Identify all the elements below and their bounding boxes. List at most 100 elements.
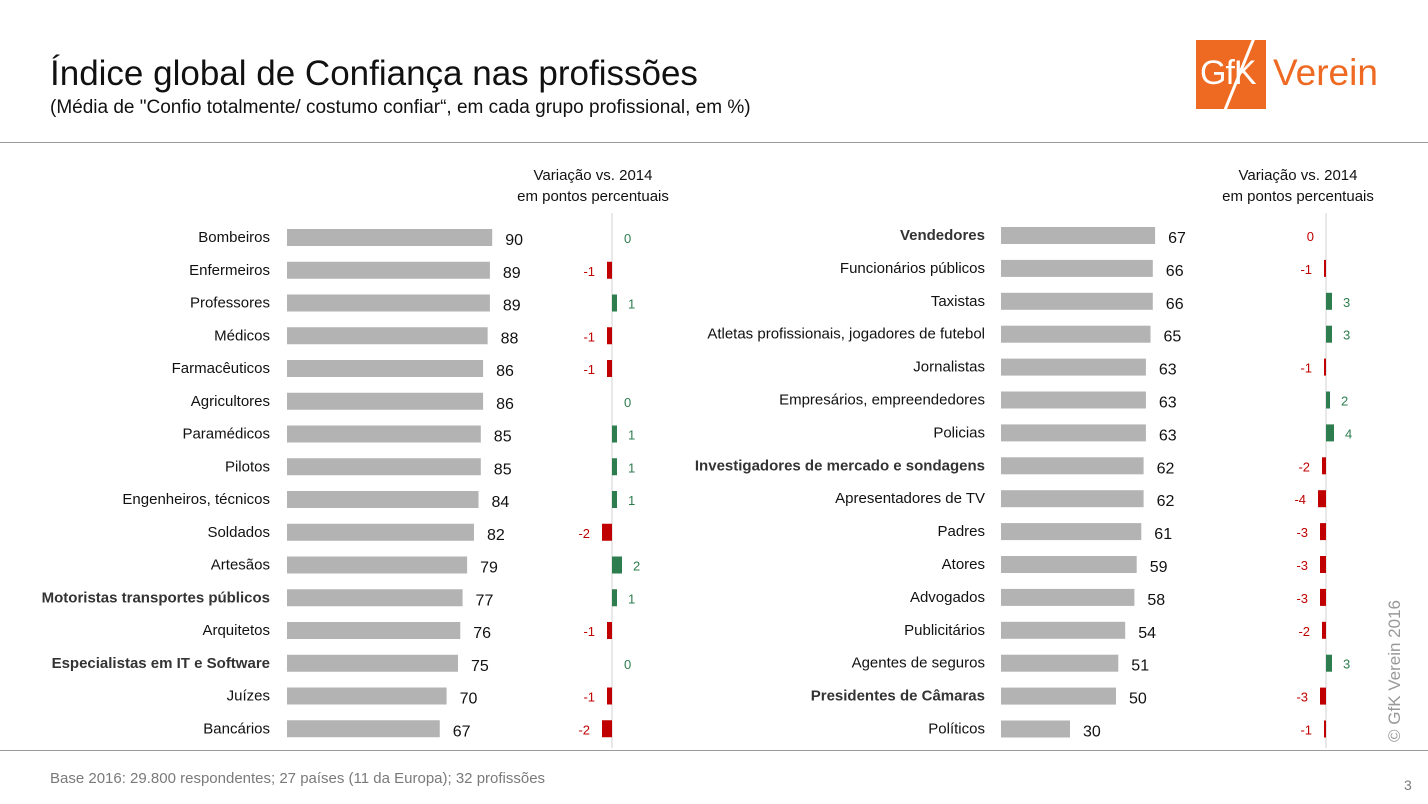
right-bar	[1001, 654, 1119, 672]
left-change-bar	[612, 556, 622, 574]
right-change-label: -3	[1296, 558, 1308, 573]
left-change-bar	[602, 523, 612, 541]
left-bar	[287, 622, 461, 639]
left-bar	[287, 654, 458, 672]
right-value-label: 59	[1150, 559, 1168, 576]
left-category-label: Especialistas em IT e Software	[52, 655, 270, 672]
left-change-label: 1	[628, 460, 635, 475]
left-panel: Bombeiros 90 0 Enfermeiros 89 -1 Professores 89…	[42, 229, 640, 740]
right-change-bar	[1322, 457, 1326, 475]
left-change-bar	[612, 294, 617, 312]
right-change-bar	[1326, 325, 1332, 343]
right-change-bar	[1324, 358, 1326, 376]
right-bar	[1001, 588, 1135, 606]
left-value-label: 67	[453, 723, 471, 740]
right-category-label: Agentes de seguros	[852, 655, 985, 672]
left-value-label: 84	[492, 494, 510, 511]
right-value-label: 67	[1168, 230, 1186, 247]
right-value-label: 66	[1166, 296, 1184, 313]
right-category-label: Políticos	[928, 721, 985, 738]
left-change-label: -1	[583, 690, 595, 705]
footer-divider	[0, 750, 1428, 751]
left-category-label: Enfermeiros	[189, 262, 270, 279]
right-change-label: 3	[1343, 328, 1350, 343]
left-change-label: 1	[628, 591, 635, 606]
right-value-label: 54	[1138, 625, 1156, 642]
right-change-bar	[1326, 654, 1332, 672]
right-value-label: 65	[1164, 329, 1182, 346]
right-bar	[1001, 292, 1153, 310]
right-change-label: 0	[1307, 229, 1314, 244]
right-category-label: Policias	[933, 424, 985, 441]
right-value-label: 63	[1159, 362, 1177, 379]
right-change-bar	[1326, 292, 1332, 310]
right-category-label: Taxistas	[931, 293, 985, 310]
left-change-bar	[607, 687, 612, 705]
right-value-label: 66	[1166, 263, 1184, 280]
right-change-bar	[1324, 720, 1326, 738]
left-change-header: Variação vs. 2014 em pontos percentuais	[483, 165, 703, 207]
left-value-label: 82	[487, 527, 505, 544]
right-change-label: -4	[1294, 492, 1306, 507]
right-change-bar	[1318, 490, 1326, 508]
left-category-label: Arquitetos	[202, 622, 270, 639]
right-change-bar	[1320, 687, 1326, 705]
left-change-header-line1: Variação vs. 2014	[533, 167, 653, 184]
left-category-label: Bombeiros	[198, 229, 270, 246]
left-category-label: Artesãos	[211, 557, 270, 574]
left-category-label: Médicos	[214, 327, 270, 344]
left-category-label: Soldados	[207, 524, 270, 541]
right-category-label: Empresários, empreendedores	[779, 392, 985, 409]
right-value-label: 62	[1157, 460, 1175, 477]
right-bar	[1001, 227, 1156, 244]
left-change-label: 1	[628, 493, 635, 508]
right-value-label: 58	[1147, 592, 1165, 609]
logo-mark-text: GfK	[1200, 54, 1257, 92]
left-category-label: Pilotos	[225, 458, 270, 475]
logo-word: Verein	[1273, 52, 1378, 93]
page-number: 3	[1404, 777, 1412, 793]
left-category-label: Engenheiros, técnicos	[122, 491, 270, 508]
left-change-label: 1	[628, 297, 635, 312]
right-category-label: Presidentes de Câmaras	[811, 688, 985, 705]
left-change-label: -2	[578, 526, 590, 541]
right-change-label: 4	[1345, 426, 1352, 441]
right-bar	[1001, 490, 1144, 508]
right-bar	[1001, 391, 1146, 409]
right-value-label: 62	[1157, 493, 1175, 510]
left-bar	[287, 491, 479, 508]
right-change-bar	[1324, 259, 1326, 277]
left-bar	[287, 687, 447, 705]
right-change-label: 3	[1343, 295, 1350, 310]
left-bar	[287, 523, 474, 541]
left-value-label: 89	[503, 298, 521, 315]
page-title: Índice global de Confiança nas profissõe…	[50, 54, 698, 93]
left-change-bar	[612, 589, 617, 607]
gfk-logo-mark: GfK	[1196, 40, 1266, 109]
left-bar	[287, 392, 484, 410]
right-change-header: Variação vs. 2014 em pontos percentuais	[1188, 165, 1408, 207]
right-change-label: -2	[1298, 459, 1310, 474]
left-change-label: 0	[624, 395, 631, 410]
right-category-label: Padres	[937, 523, 985, 540]
right-change-label: -3	[1296, 591, 1308, 606]
right-change-label: 3	[1343, 657, 1350, 672]
right-change-label: -1	[1300, 262, 1312, 277]
left-change-label: -1	[583, 329, 595, 344]
right-change-bar	[1326, 391, 1330, 409]
left-bar	[287, 720, 440, 738]
footnote: Base 2016: 29.800 respondentes; 27 paíse…	[50, 770, 546, 787]
right-change-bar	[1320, 523, 1326, 541]
right-change-bar	[1322, 621, 1326, 639]
left-change-header-line2: em pontos percentuais	[517, 188, 669, 205]
left-bar	[287, 425, 481, 443]
left-change-bar	[602, 720, 612, 738]
right-category-label: Investigadores de mercado e sondagens	[695, 457, 985, 474]
right-bar	[1001, 259, 1153, 277]
left-category-label: Farmacêuticos	[172, 360, 270, 377]
copyright: © GfK Verein 2016	[1385, 599, 1404, 742]
right-change-label: -1	[1300, 723, 1312, 738]
right-value-label: 51	[1131, 658, 1149, 675]
left-value-label: 70	[460, 691, 478, 708]
